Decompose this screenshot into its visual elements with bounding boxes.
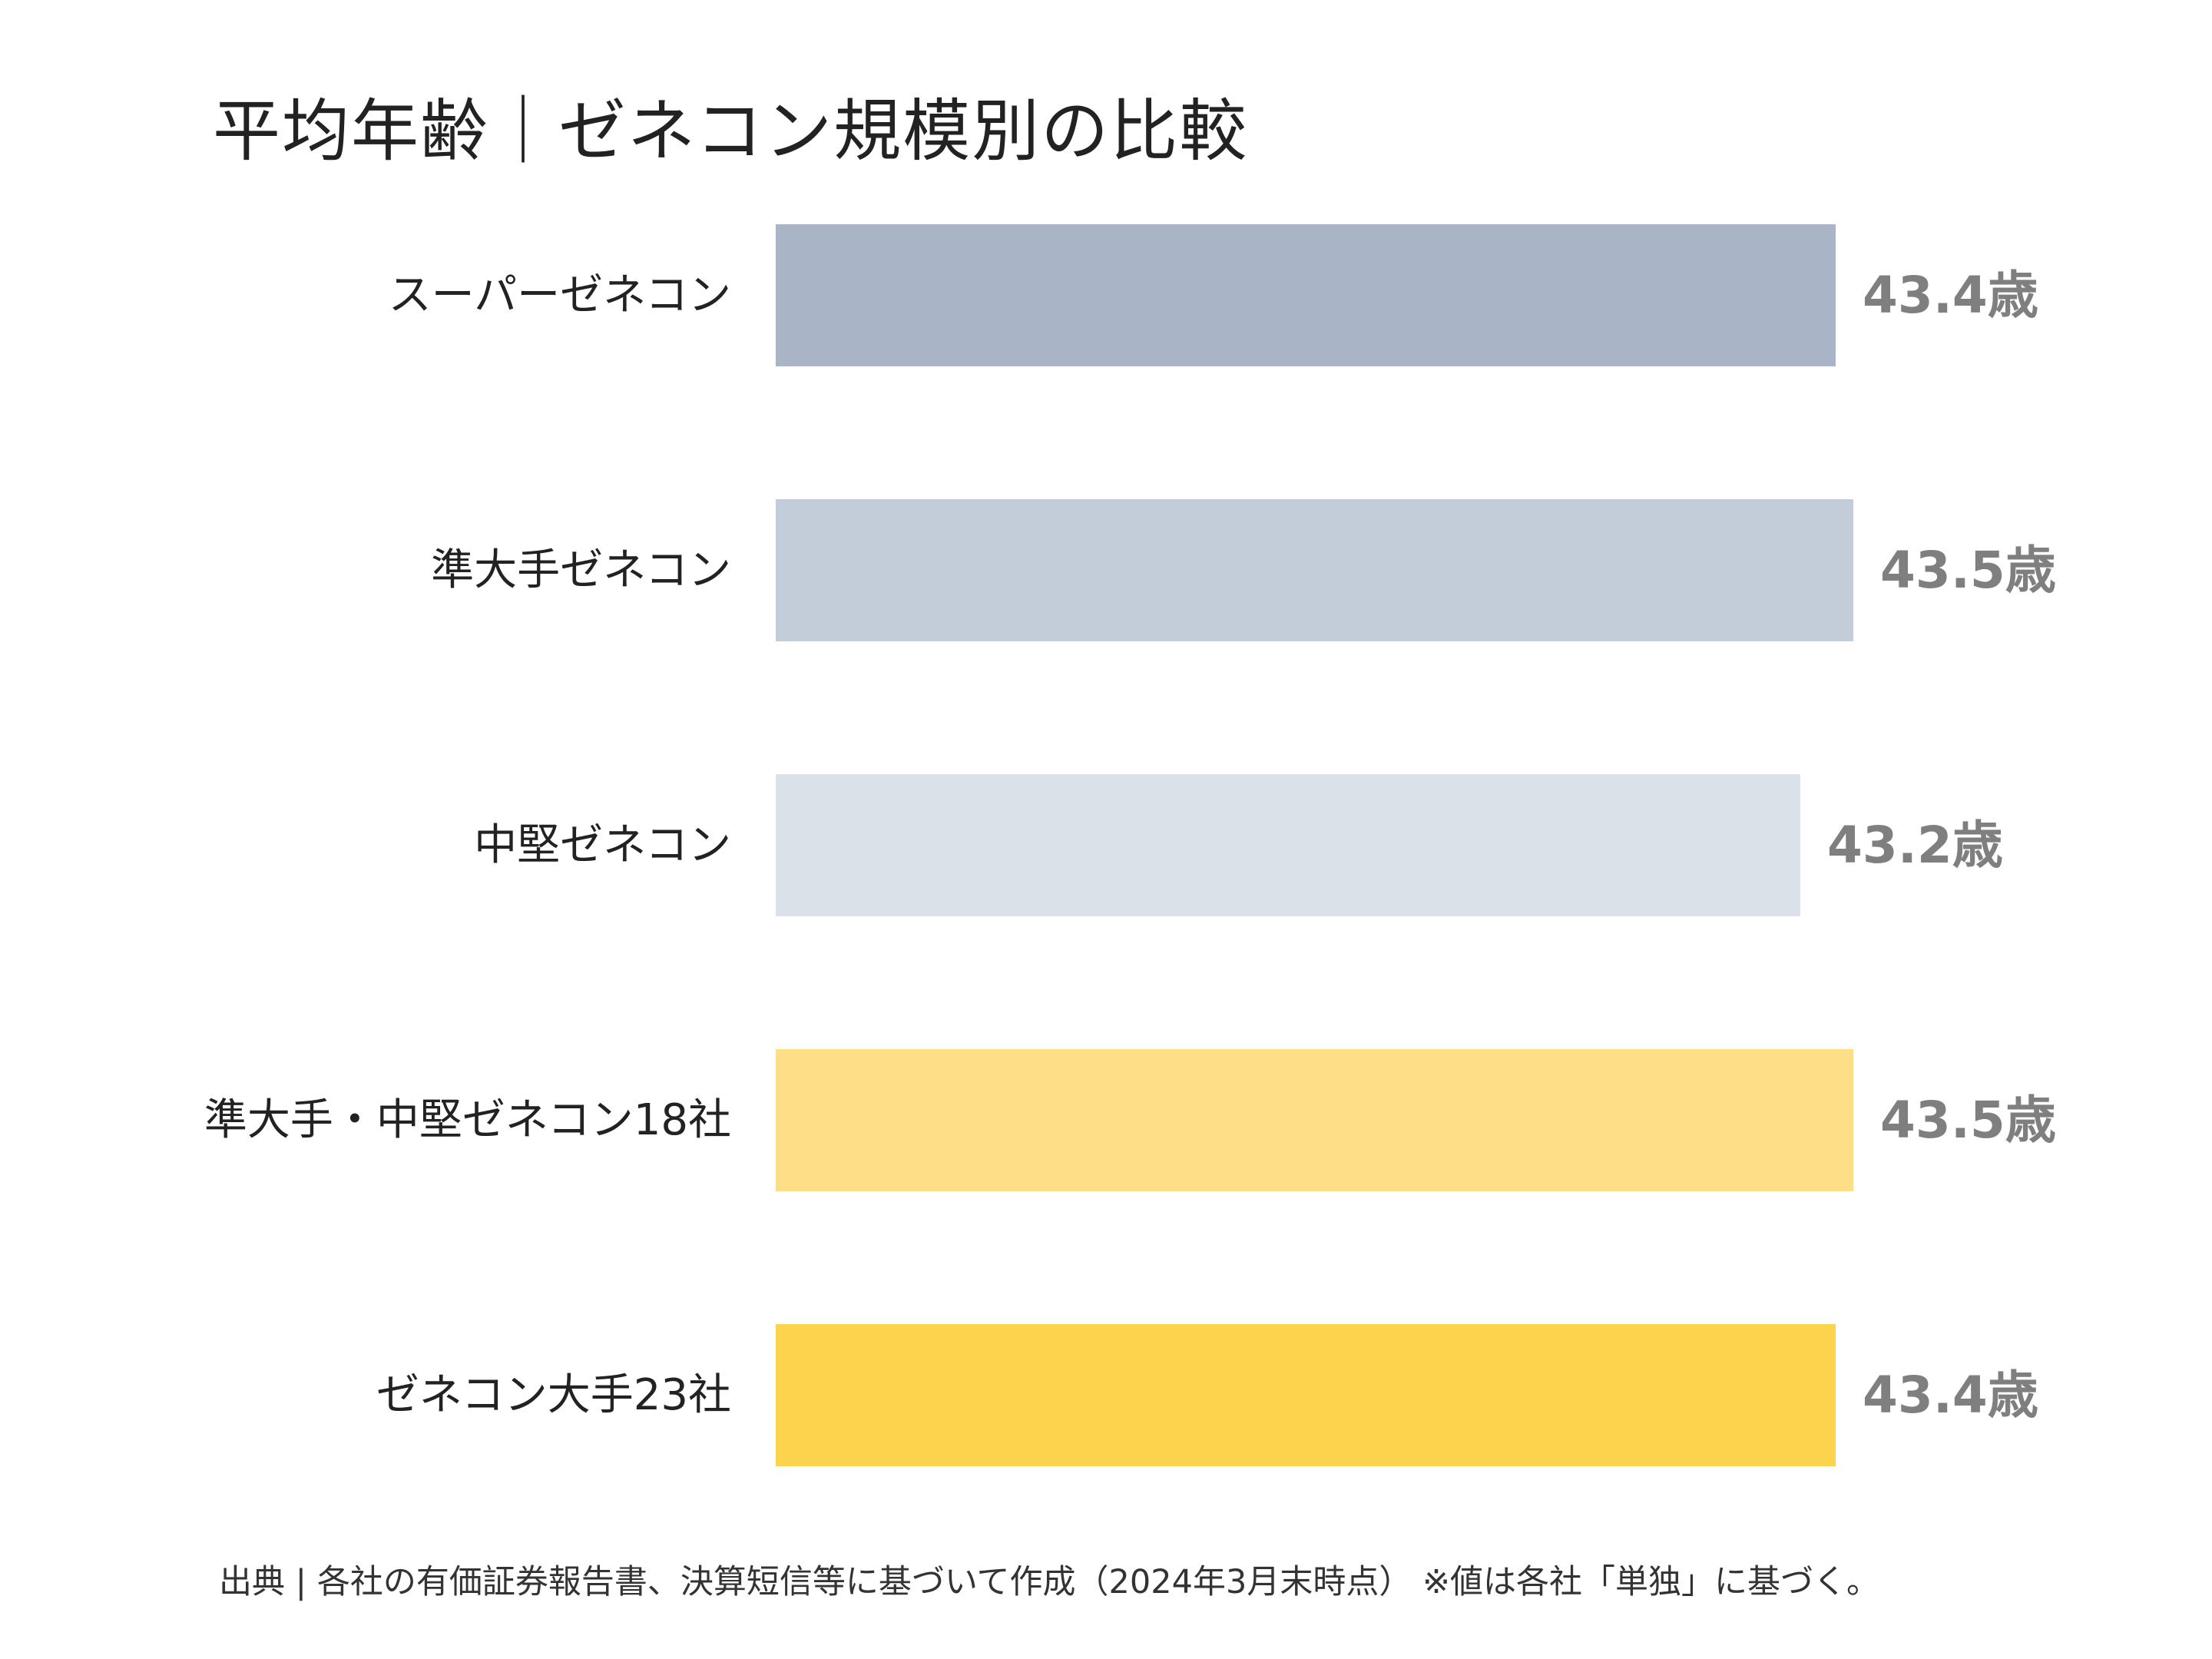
category-label-5: ゼネコン大手23社 (376, 1370, 731, 1420)
value-label-4: 43.5歳 (1880, 1091, 2056, 1150)
bar-3 (776, 774, 1800, 916)
value-label-1: 43.4歳 (1863, 266, 2038, 325)
value-label-2: 43.5歳 (1880, 541, 2056, 600)
bar-4 (776, 1049, 1853, 1191)
category-label-4: 準大手・中堅ゼネコン18社 (204, 1095, 731, 1145)
category-label-1: スーパーゼネコン (389, 270, 731, 320)
source-note: 出典 | 各社の有価証券報告書、決算短信等に基づいて作成（2024年3月末時点）… (219, 1563, 1880, 1601)
category-label-3: 中堅ゼネコン (474, 820, 731, 870)
category-label-2: 準大手ゼネコン (431, 545, 731, 595)
chart-title: 平均年齢｜ゼネコン規模別の比較 (213, 91, 1249, 171)
bar-2 (776, 499, 1853, 641)
value-label-3: 43.2歳 (1827, 816, 2003, 875)
bar-1 (776, 224, 1836, 366)
bar-5 (776, 1324, 1836, 1466)
value-label-5: 43.4歳 (1863, 1366, 2038, 1425)
